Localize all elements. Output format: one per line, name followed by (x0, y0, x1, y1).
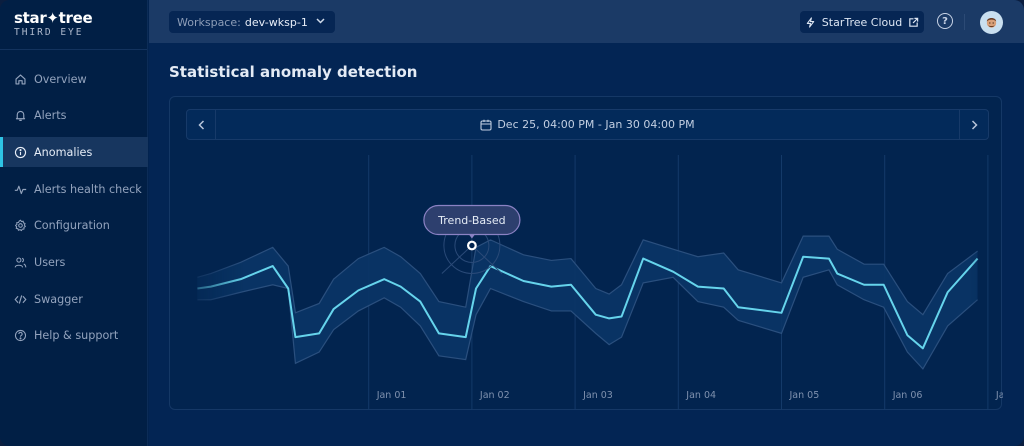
x-tick-label-5: Jan 06 (892, 390, 923, 401)
x-tick-label-6: Jan 07 (995, 390, 1003, 401)
home-icon (14, 73, 27, 86)
sidebar-item-label: Anomalies (34, 145, 93, 159)
anomaly-connector-right (471, 245, 503, 274)
sidebar-item-label: Overview (34, 72, 87, 86)
sidebar-item-label: Swagger (34, 292, 83, 306)
header-divider (964, 14, 965, 30)
pulse-icon (14, 183, 27, 196)
anomaly-connector-left (441, 245, 473, 274)
sidebar-item-users[interactable]: Users (0, 247, 148, 277)
sidebar-item-label: Users (34, 255, 66, 269)
anomaly-chart[interactable]: Jan 01 Jan 02 Jan 03 Jan 04 Jan 05 Jan 06 Jan … (170, 97, 1003, 411)
x-tick-label-0: Jan 01 (376, 390, 407, 401)
bell-icon (14, 109, 27, 122)
main-content: Statistical anomaly detection Jan 01 Jan … (149, 43, 1024, 446)
top-header: Workspace: dev-wksp-1 StarTree Cloud ? (149, 0, 1024, 43)
chevron-right-icon[interactable] (959, 110, 988, 139)
chevron-left-icon[interactable] (187, 110, 216, 139)
startree-cloud-button[interactable]: StarTree Cloud (800, 11, 924, 33)
confidence-band (197, 236, 978, 369)
workspace-select[interactable]: Workspace: dev-wksp-1 (169, 11, 335, 33)
date-range-picker[interactable]: Dec 25, 04:00 PM - Jan 30 04:00 PM (216, 110, 959, 139)
sidebar-item-label: Alerts health check (34, 182, 142, 196)
sidebar-item-alerts[interactable]: Alerts (0, 101, 148, 131)
user-avatar-icon[interactable] (980, 11, 1003, 34)
users-icon (14, 256, 27, 269)
gear-icon (14, 219, 27, 232)
x-tick-label-3: Jan 04 (685, 390, 716, 401)
x-tick-label-4: Jan 05 (789, 390, 820, 401)
external-link-icon (908, 17, 919, 28)
lightning-icon (805, 16, 816, 28)
logo-wordmark: star✦tree (14, 9, 93, 27)
anomaly-badge (423, 204, 521, 236)
lower-bound-line (197, 269, 978, 370)
sidebar-item-alerts-health-check[interactable]: Alerts health check (0, 174, 148, 204)
upper-bound-line (197, 235, 978, 316)
x-tick-label-1: Jan 02 (479, 390, 510, 401)
workspace-label: Workspace: (177, 15, 241, 29)
startree-cloud-label: StarTree Cloud (821, 15, 903, 29)
code-icon (14, 293, 27, 306)
x-tick-label-2: Jan 03 (582, 390, 613, 401)
logo-subtitle: THIRD EYE (14, 27, 84, 38)
anomaly-badge-label: Trend-Based (437, 214, 505, 227)
workspace-value: dev-wksp-1 (244, 15, 308, 29)
info-circle-icon (14, 146, 27, 159)
sidebar-item-help-support[interactable]: Help & support (0, 321, 148, 351)
anomaly-badge-pointer (468, 234, 475, 239)
sidebar-nav: Overview Alerts Anomalies Alerts health … (0, 64, 148, 358)
sidebar-item-overview[interactable]: Overview (0, 64, 148, 94)
sidebar-item-swagger[interactable]: Swagger (0, 284, 148, 314)
help-circle-icon (14, 329, 27, 342)
sidebar-item-configuration[interactable]: Configuration (0, 211, 148, 241)
chart-card: Jan 01 Jan 02 Jan 03 Jan 04 Jan 05 Jan 06 Jan … (169, 96, 1003, 411)
calendar-icon (480, 119, 497, 131)
question-circle-icon[interactable]: ? (937, 13, 953, 29)
sidebar-item-anomalies[interactable]: Anomalies (0, 137, 148, 168)
chevron-down-icon (316, 17, 325, 27)
sidebar-item-label: Configuration (34, 219, 110, 233)
logo[interactable]: star✦tree THIRD EYE (0, 0, 147, 50)
date-range-bar: Dec 25, 04:00 PM - Jan 30 04:00 PM (186, 109, 989, 140)
page-title: Statistical anomaly detection (169, 63, 418, 81)
sidebar-item-label: Alerts (34, 109, 67, 123)
sidebar-item-label: Help & support (34, 329, 119, 343)
anomaly-marker (467, 240, 477, 251)
date-range-text: Dec 25, 04:00 PM - Jan 30 04:00 PM (497, 118, 695, 131)
series-group (197, 235, 979, 370)
sidebar: star✦tree THIRD EYE Overview Alerts Anom… (0, 0, 148, 446)
